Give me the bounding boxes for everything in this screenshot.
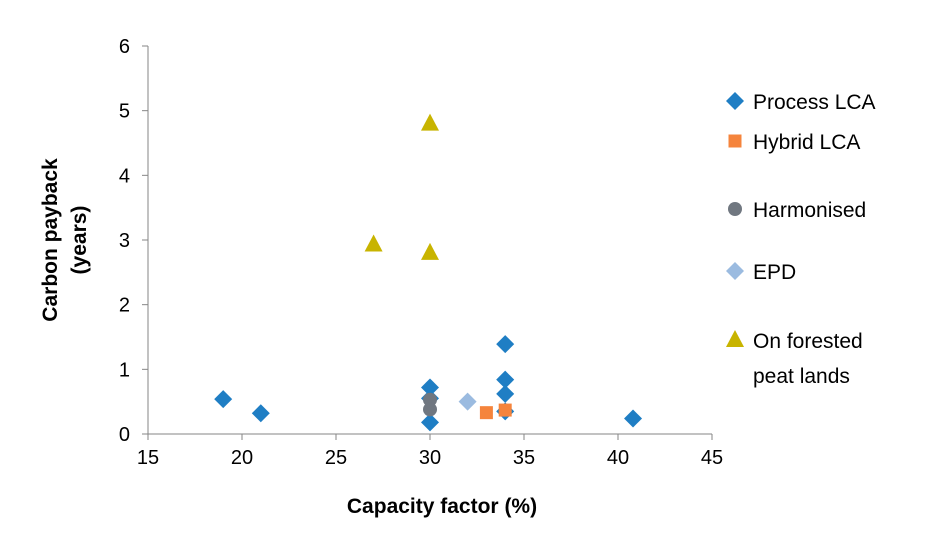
legend-label: On forested (753, 330, 863, 353)
data-point (421, 113, 439, 131)
x-tick-label: 20 (231, 447, 253, 469)
series-diamond (214, 335, 643, 432)
data-point (423, 392, 437, 407)
legend-item: On forested peat lands (726, 330, 863, 388)
y-tick-label: 2 (119, 295, 130, 317)
y-tick-label: 4 (119, 165, 130, 187)
axes (147, 46, 712, 435)
data-point (496, 384, 515, 403)
legend-label: Hybrid LCA (753, 131, 860, 154)
data-point (496, 335, 515, 354)
legend-label: peat lands (753, 365, 850, 388)
y-axis-title-line: (years) (68, 206, 91, 275)
data-point (458, 392, 477, 411)
series-square (479, 403, 512, 420)
data-point (421, 413, 439, 432)
x-tick-label: 30 (419, 447, 441, 469)
legend-label: EPD (753, 261, 796, 284)
y-tick-label: 6 (119, 36, 130, 58)
data-point (496, 370, 515, 389)
data-point (421, 378, 439, 397)
legend-item: Hybrid LCA (728, 131, 860, 154)
data-point (251, 404, 270, 423)
data-point (423, 402, 437, 417)
data-point (479, 406, 493, 420)
legend-label: Process LCA (753, 91, 876, 114)
data-point (421, 242, 439, 260)
legend: Process LCA Hybrid LCA Harmonised EPD On for… (726, 91, 876, 388)
legend-label: Harmonised (753, 199, 866, 222)
y-axis-title-line: Carbon payback (39, 158, 62, 322)
legend-item: Harmonised (728, 199, 866, 222)
x-tick-label: 40 (607, 447, 629, 469)
y-tick-label: 1 (119, 359, 130, 381)
legend-marker (728, 202, 742, 216)
legend-item: Process LCA (726, 91, 876, 114)
series-circle (423, 392, 437, 417)
x-tick-label: 45 (701, 447, 723, 469)
legend-marker (726, 262, 744, 280)
legend-item: EPD (726, 261, 796, 284)
y-tick-label: 3 (119, 230, 130, 252)
legend-marker (726, 92, 744, 110)
legend-marker (728, 134, 742, 148)
data-point (214, 390, 233, 409)
series-diamond (458, 392, 477, 411)
legend-marker (726, 330, 744, 347)
data-point (624, 409, 643, 428)
x-tick-label: 25 (325, 447, 347, 469)
data-points (214, 113, 643, 432)
data-point (498, 403, 512, 417)
x-axis-title: Capacity factor (%) (347, 495, 537, 518)
y-axis-ticks: 0 1 2 3 4 5 6 (119, 36, 148, 446)
x-axis-ticks: 15 20 25 30 35 40 45 (137, 434, 723, 469)
x-tick-label: 35 (513, 447, 535, 469)
data-point (364, 234, 383, 252)
series-triangle (364, 113, 439, 260)
y-tick-label: 5 (119, 101, 130, 123)
y-axis-title: Carbon payback (years) (39, 158, 91, 322)
x-tick-label: 15 (137, 447, 159, 469)
y-tick-label: 0 (119, 424, 130, 446)
